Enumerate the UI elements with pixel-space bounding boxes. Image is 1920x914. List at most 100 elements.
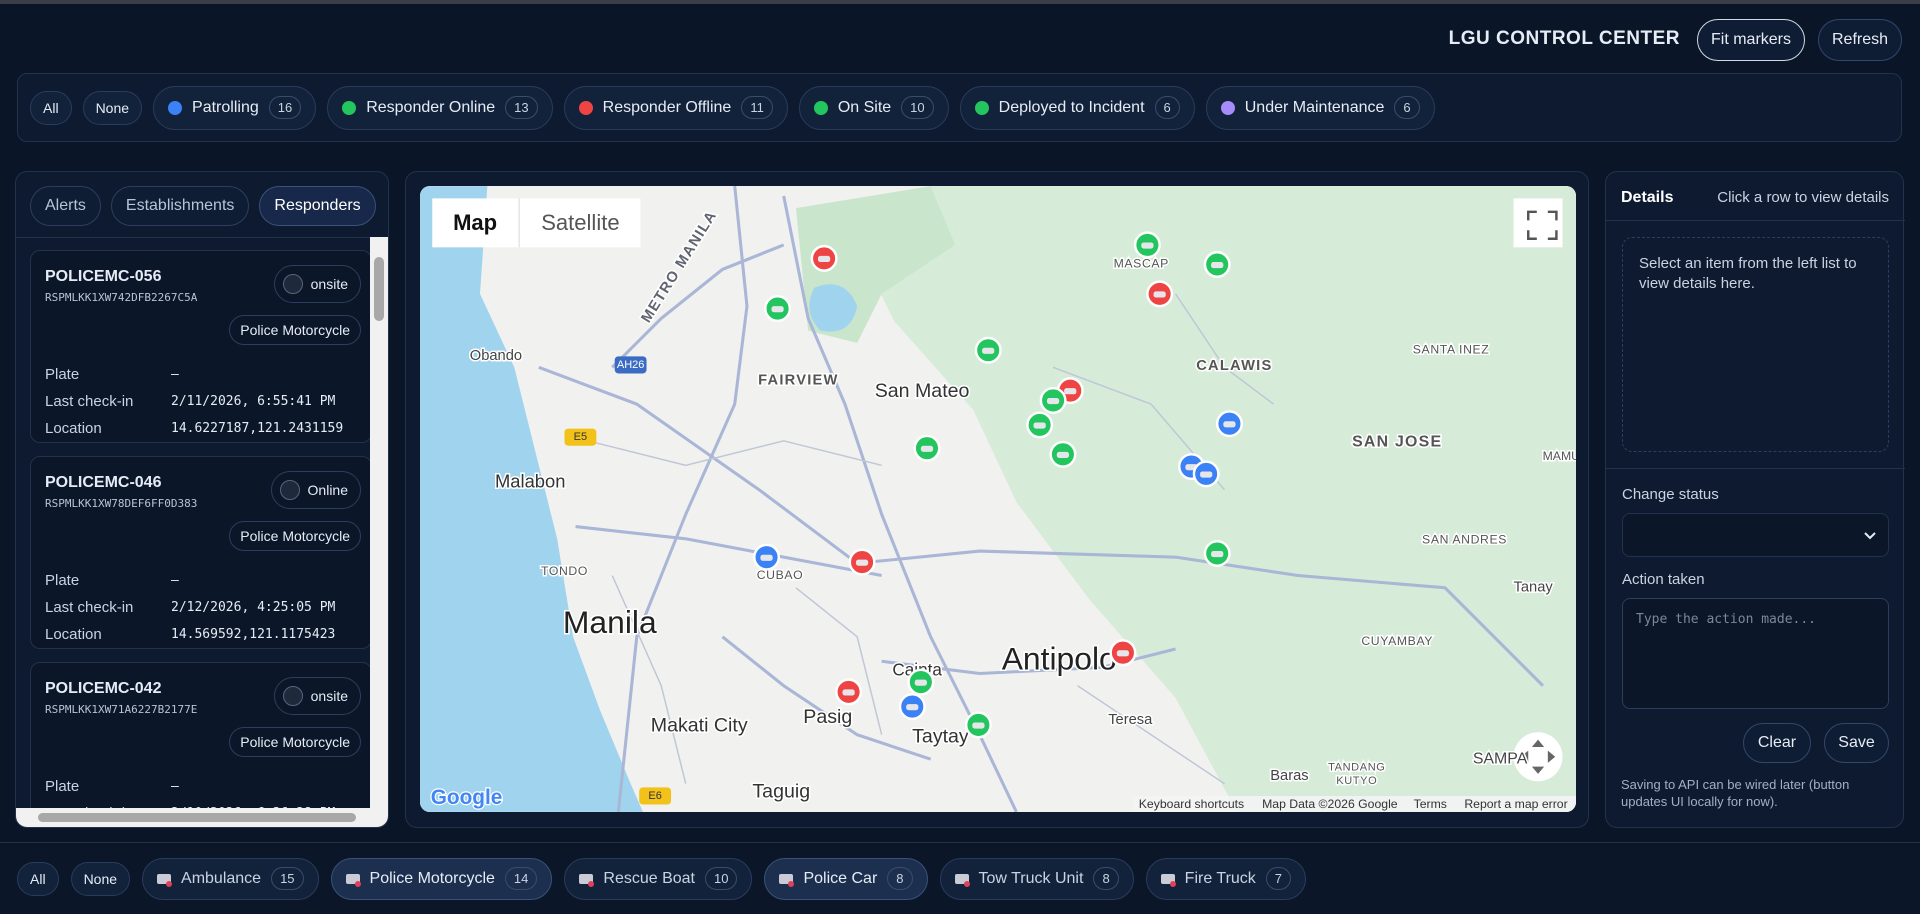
place-label: Manila [563,604,657,640]
map-footer[interactable]: Map Data ©2026 Google [1262,797,1398,811]
place-label: Makati City [651,714,748,736]
type-chip[interactable]: Tow Truck Unit 8 [939,857,1134,900]
status-chip[interactable]: Responder Offline 11 [563,85,788,130]
road-shield-label: E5 [574,431,587,443]
marker-icon [760,554,773,561]
place-label: Teresa [1108,712,1153,728]
forest [857,186,1576,812]
clear-button[interactable]: Clear [1743,723,1811,763]
place-label: CUYAMBAY [1361,634,1433,648]
marker-icon [982,347,995,354]
map-footer[interactable]: Report a map error [1464,797,1567,811]
divider [1606,220,1905,221]
action-input[interactable]: Type the action made... [1622,598,1889,709]
field-label: Plate [45,572,80,589]
status-chip[interactable]: Under Maintenance 6 [1205,85,1435,130]
chip-count: 11 [741,96,773,119]
marker-icon [842,689,855,696]
status-pill: onsite [273,677,361,715]
marker-icon [1141,242,1154,249]
type-pill: Police Motorcycle [229,315,361,345]
all-chip[interactable]: All [17,861,59,896]
place-label: MASCAP [1114,257,1169,271]
field-label: Last check-in [45,393,134,410]
camera-control[interactable] [1513,732,1563,782]
map-type-control [432,198,641,248]
refresh-button[interactable]: Refresh [1818,19,1902,61]
status-icon [282,274,303,294]
status-chip[interactable]: Responder Online 13 [327,85,553,130]
map-footer[interactable]: Terms [1414,797,1447,811]
type-icon [345,873,361,887]
tab[interactable]: Alerts [30,186,101,226]
type-icon [779,873,795,887]
map-type-tab[interactable]: Satellite [541,210,619,235]
responder-id: POLICEMC-042 [45,680,162,697]
status-text: Online [307,482,348,498]
status-chip[interactable]: Deployed to Incident 6 [959,85,1195,130]
marker-icon [906,704,919,711]
none-chip[interactable]: None [82,90,143,125]
tab[interactable]: Responders [259,186,376,226]
map-type-tab[interactable]: Map [453,210,497,235]
fullscreen-icon [1527,210,1558,241]
map-panel: METRO MANILA Obando FAIRVIEW San Mateo MASCA… [405,171,1589,828]
horizontal-scrollbar[interactable] [16,808,388,827]
type-chip[interactable]: Police Car 8 [764,857,928,900]
status-pill: Online [270,471,361,509]
field-value: 2/12/2026, 4:25:05 PM [171,600,336,615]
place-label: SAN JOSE [1352,433,1442,450]
chevron [1864,532,1876,540]
status-chip[interactable]: On Site 10 [798,85,949,130]
place-label: Tanay [1514,580,1554,596]
place-label: Malabon [495,470,565,491]
marker-icon [1056,451,1070,458]
responder-card[interactable]: POLICEMC-042 RSPMLKK1XW71A6227B2177E onsit… [30,662,372,810]
details-panel: Details Click a row to view details Sele… [1605,171,1905,828]
fit-markers-button[interactable]: Fit markers [1697,19,1805,61]
field-label: Plate [45,778,80,795]
field-value: 14.569592,121.1175423 [171,627,336,642]
type-chip[interactable]: Rescue Boat 10 [564,857,753,900]
responder-code: RSPMLKK1XW742DFB2267C5A [45,291,198,304]
responder-id: POLICEMC-046 [45,474,162,491]
marker-icon [771,306,784,313]
chip-label: Rescue Boat [603,869,695,887]
place-label: MAMU [1543,449,1576,463]
chip-count: 8 [1093,867,1119,890]
place-label: CALAWIS [1196,358,1272,374]
status-dot [342,100,357,115]
responder-card[interactable]: POLICEMC-056 RSPMLKK1XW742DFB2267C5A onsit… [30,250,372,443]
chip-count: 6 [1394,96,1420,119]
map-footer[interactable]: Keyboard shortcuts [1139,797,1244,811]
type-chip[interactable]: Police Motorcycle 14 [330,857,553,900]
browser-edge [0,0,1920,4]
status-select[interactable] [1622,513,1889,557]
scroll-thumb[interactable] [38,813,356,822]
type-chip[interactable]: Fire Truck 7 [1145,857,1307,900]
place-label: TONDO [541,564,588,578]
road-shield [614,356,647,374]
marker-icon [972,722,985,729]
app-title: LGU CONTROL CENTER [1448,28,1680,49]
responder-card[interactable]: POLICEMC-046 RSPMLKK1XW78DEF6FF0D383 Onlin… [30,456,372,649]
save-button[interactable]: Save [1824,723,1889,763]
marker-icon [817,255,831,263]
tab[interactable]: Establishments [110,186,250,226]
streets [587,293,1274,785]
vertical-scrollbar[interactable] [370,237,388,810]
place-label: KUTYO [1336,775,1377,787]
none-chip[interactable]: None [70,861,131,896]
type-icon [157,873,173,887]
chip-count: 13 [505,96,538,119]
scroll-thumb[interactable] [374,257,384,321]
status-dot [813,100,828,115]
type-chip[interactable]: Ambulance 15 [142,857,319,900]
field-value: — [171,367,179,382]
marker-icon [1116,650,1130,657]
chip-label: Under Maintenance [1244,98,1385,116]
all-chip[interactable]: All [30,90,72,125]
map[interactable]: METRO MANILA Obando FAIRVIEW San Mateo MASCA… [420,186,1576,812]
status-chip[interactable]: Patrolling 16 [153,85,317,130]
